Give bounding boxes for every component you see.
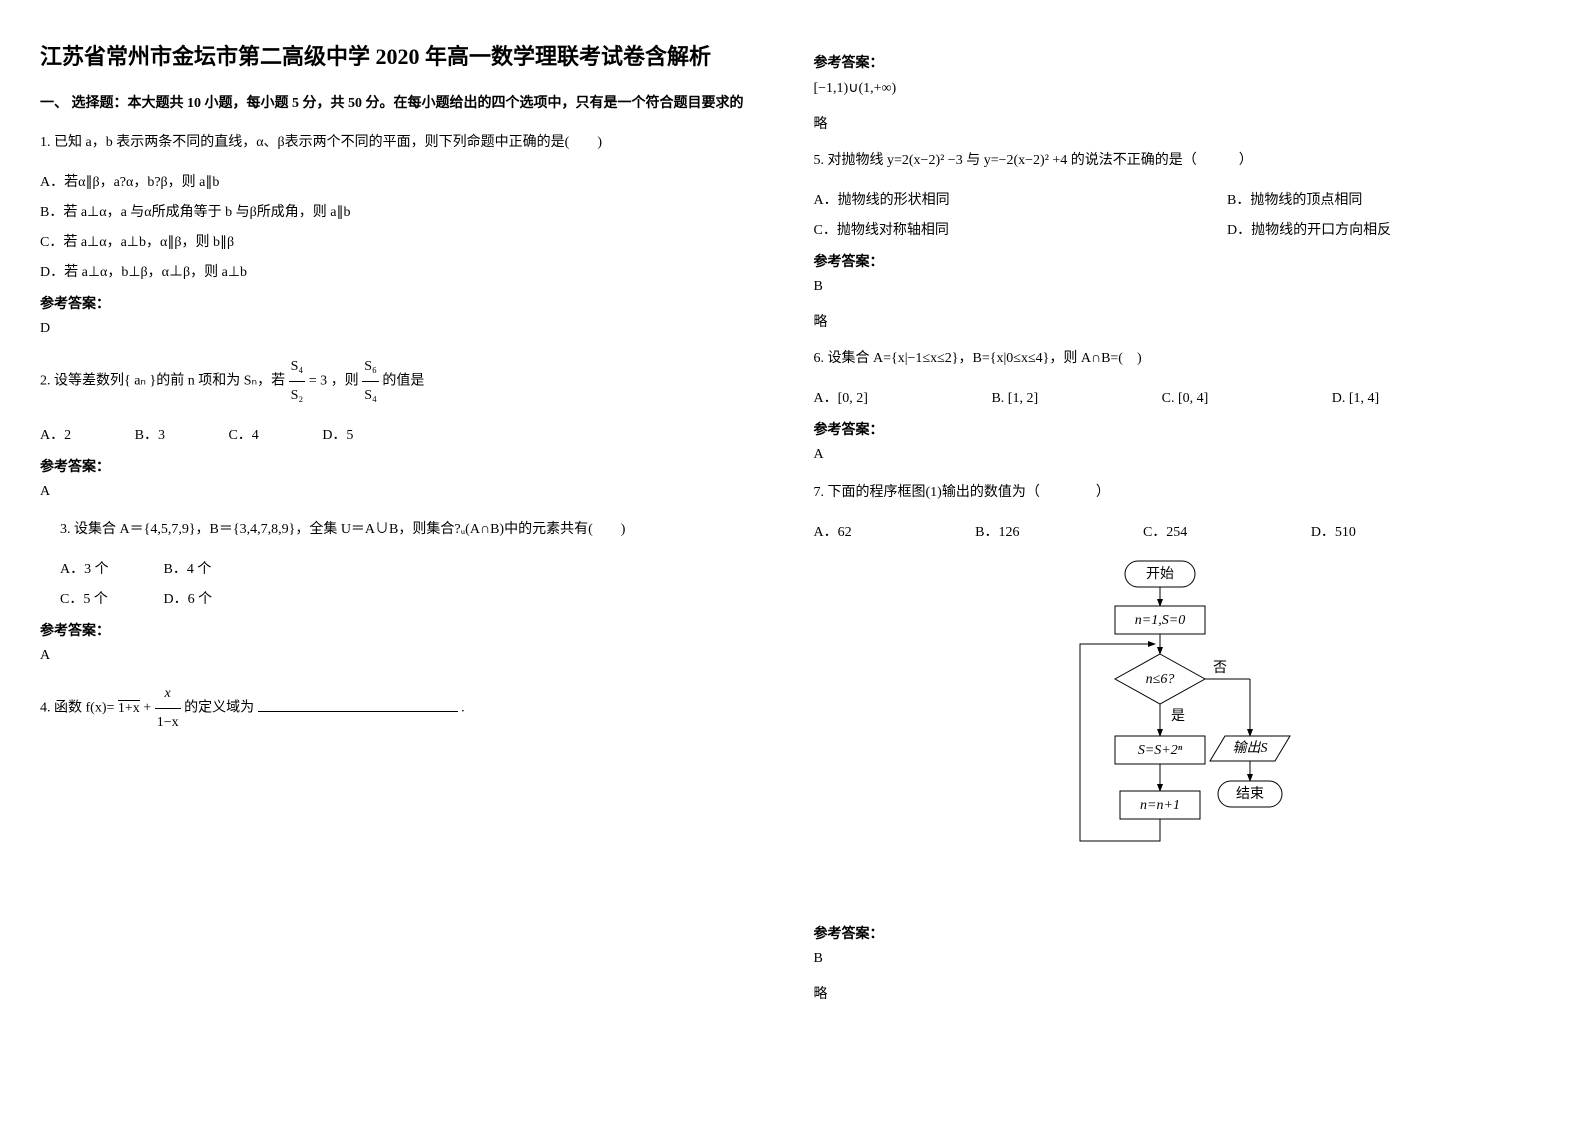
q3-answer-label: 参考答案：	[40, 620, 774, 640]
question-3: 3. 设集合 A＝{4,5,7,9}，B＝{3,4,7,8,9}，全集 U＝A∪…	[60, 516, 774, 544]
fc-end: 结束	[1236, 786, 1264, 802]
question-6: 6. 设集合 A={x|−1≤x≤2}，B={x|0≤x≤4}，则 A∩B=( …	[814, 345, 1548, 373]
q2-frac-den: S₂	[289, 382, 306, 410]
q4-note: 略	[814, 113, 1548, 133]
q3-optD: D．6 个	[164, 592, 213, 607]
q5-optC: C．抛物线对称轴相同	[814, 219, 1224, 239]
q1-answer: D	[40, 321, 774, 337]
q4-period: .	[461, 701, 465, 716]
q1-optD: D．若 a⊥α，b⊥β，α⊥β，则 a⊥b	[40, 261, 774, 281]
q2-optD: D．5	[322, 424, 353, 444]
q2-stem-end: 的值是	[382, 374, 424, 389]
q7-options: A．62 B．126 C．254 D．510	[814, 521, 1548, 541]
flowchart: 开始 n=1,S=0 n≤6? 否 输出S 结束 是 S=S+2	[1040, 551, 1320, 911]
q6-optD: D. [1, 4]	[1332, 391, 1379, 407]
fc-no: 否	[1213, 661, 1227, 676]
q7-optA: A．62	[814, 521, 852, 541]
q1-optB: B．若 a⊥α，a 与α所成角等于 b 与β所成角，则 a∥b	[40, 201, 774, 221]
q4-stem-before: 4. 函数 f(x)=	[40, 701, 118, 716]
q5-optB: B．抛物线的顶点相同	[1227, 193, 1362, 208]
fc-output: 输出S	[1233, 740, 1268, 756]
q2-eq: = 3	[309, 374, 327, 389]
fc-cond: n≤6?	[1146, 672, 1175, 687]
q3-stem: 3. 设集合 A＝{4,5,7,9}，B＝{3,4,7,8,9}，全集 U＝A∪…	[60, 522, 625, 537]
q2-optC: C．4	[228, 424, 258, 444]
q3-optC: C．5 个	[60, 588, 160, 608]
q6-optC: C. [0, 4]	[1162, 391, 1209, 407]
q6-answer-label: 参考答案：	[814, 419, 1548, 439]
q1-stem: 1. 已知 a，b 表示两条不同的直线，α、β表示两个不同的平面，则下列命题中正…	[40, 129, 774, 157]
q5-options-row2: C．抛物线对称轴相同 D．抛物线的开口方向相反	[814, 219, 1548, 239]
q5-optA: A．抛物线的形状相同	[814, 189, 1224, 209]
q2-frac-num: S₄	[289, 353, 306, 382]
q1-optC: C．若 a⊥α，a⊥b，α∥β，则 b∥β	[40, 231, 774, 251]
question-7: 7. 下面的程序框图(1)输出的数值为（ ）	[814, 479, 1548, 507]
q7-optD: D．510	[1311, 521, 1356, 541]
fc-start: 开始	[1146, 566, 1174, 582]
q4-answer-label: 参考答案：	[814, 52, 1548, 72]
q1-optA: A．若α∥β，a?α，b?β，则 a∥b	[40, 171, 774, 191]
q2-stem-before: 2. 设等差数列{ aₙ }的前 n 项和为 Sₙ，若	[40, 374, 285, 389]
q4-stem-after: 的定义域为	[184, 701, 254, 716]
q2-options: A．2 B．3 C．4 D．5	[40, 424, 774, 444]
q6-optA: A．[0, 2]	[814, 387, 868, 407]
q2-optA: A．2	[40, 424, 71, 444]
fc-inc: n=n+1	[1140, 798, 1180, 813]
question-1: 1. 已知 a，b 表示两条不同的直线，α、β表示两个不同的平面，则下列命题中正…	[40, 129, 774, 157]
q5-answer: B	[814, 279, 1548, 295]
q5-answer-label: 参考答案：	[814, 251, 1548, 271]
q4-answer: [−1,1)∪(1,+∞)	[814, 80, 1548, 97]
question-4: 4. 函数 f(x)= 1+x + x 1−x 的定义域为 .	[40, 680, 774, 737]
q3-options-row1: A．3 个 B．4 个	[60, 558, 774, 578]
q3-optB: B．4 个	[164, 562, 212, 577]
q7-answer-label: 参考答案：	[814, 923, 1548, 943]
q6-options: A．[0, 2] B. [1, 2] C. [0, 4] D. [1, 4]	[814, 387, 1548, 407]
q6-answer: A	[814, 447, 1548, 463]
q2-frac2-den: S₄	[362, 382, 379, 410]
fc-init: n=1,S=0	[1135, 613, 1185, 628]
question-5: 5. 对抛物线 y=2(x−2)² −3 与 y=−2(x−2)² +4 的说法…	[814, 147, 1548, 175]
q2-frac2-num: S₆	[362, 353, 379, 382]
fc-yes: 是	[1171, 709, 1185, 724]
q5-options-row1: A．抛物线的形状相同 B．抛物线的顶点相同	[814, 189, 1548, 209]
q2-optB: B．3	[135, 424, 165, 444]
q2-answer: A	[40, 484, 774, 500]
exam-title: 江苏省常州市金坛市第二高级中学 2020 年高一数学理联考试卷含解析	[40, 40, 774, 73]
q7-optC: C．254	[1143, 521, 1187, 541]
q5-stem: 5. 对抛物线 y=2(x−2)² −3 与 y=−2(x−2)² +4 的说法…	[814, 153, 1253, 168]
q1-answer-label: 参考答案：	[40, 293, 774, 313]
q2-stem-after: ，则	[331, 374, 359, 389]
section-header: 一、 选择题：本大题共 10 小题，每小题 5 分，共 50 分。在每小题给出的…	[40, 93, 774, 115]
q5-optD: D．抛物线的开口方向相反	[1227, 223, 1391, 238]
q7-optB: B．126	[975, 521, 1019, 541]
q3-options-row2: C．5 个 D．6 个	[60, 588, 774, 608]
q3-answer: A	[40, 648, 774, 664]
q5-note: 略	[814, 311, 1548, 331]
q2-answer-label: 参考答案：	[40, 456, 774, 476]
question-2: 2. 设等差数列{ aₙ }的前 n 项和为 Sₙ，若 S₄ S₂ = 3 ，则…	[40, 353, 774, 410]
q7-note: 略	[814, 983, 1548, 1003]
q6-optB: B. [1, 2]	[991, 391, 1038, 407]
fc-body: S=S+2ⁿ	[1138, 743, 1183, 758]
q7-answer: B	[814, 951, 1548, 967]
q4-blank	[258, 711, 458, 712]
q3-optA: A．3 个	[60, 558, 160, 578]
